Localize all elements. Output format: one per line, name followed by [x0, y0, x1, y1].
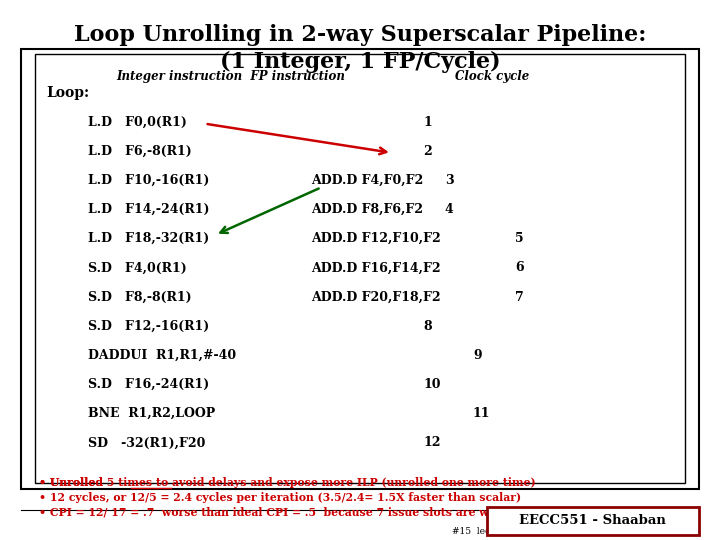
FancyBboxPatch shape	[22, 49, 698, 489]
Text: ADD.D F8,F6,F2: ADD.D F8,F6,F2	[310, 203, 423, 216]
Text: • CPI = 12/ 17 = .7  worse than ideal CPI = .5  because 7 issue slots are wasted: • CPI = 12/ 17 = .7 worse than ideal CPI…	[39, 507, 521, 517]
Text: 8: 8	[423, 320, 432, 333]
FancyBboxPatch shape	[487, 507, 698, 535]
Text: ADD.D F12,F10,F2: ADD.D F12,F10,F2	[310, 232, 441, 245]
Text: EECC551 - Shaaban: EECC551 - Shaaban	[519, 514, 666, 527]
Text: • 12 cycles, or 12/5 = 2.4 cycles per iteration (3.5/2.4= 1.5X faster than scala: • 12 cycles, or 12/5 = 2.4 cycles per it…	[39, 492, 521, 503]
Text: ADD.D F4,F0,F2: ADD.D F4,F0,F2	[310, 174, 423, 187]
Text: S.D   F8,-8(R1): S.D F8,-8(R1)	[89, 291, 192, 303]
Text: 6: 6	[516, 261, 524, 274]
Text: 12: 12	[423, 436, 441, 449]
Text: 10: 10	[423, 378, 441, 391]
Text: 11: 11	[473, 407, 490, 420]
Text: S.D   F4,0(R1): S.D F4,0(R1)	[89, 261, 187, 274]
Text: BNE  R1,R2,LOOP: BNE R1,R2,LOOP	[89, 407, 215, 420]
Text: L.D   F14,-24(R1): L.D F14,-24(R1)	[89, 203, 210, 216]
Text: ADD.D F16,F14,F2: ADD.D F16,F14,F2	[310, 261, 440, 274]
Text: 4: 4	[445, 203, 454, 216]
Text: Integer instruction  FP instruction: Integer instruction FP instruction	[117, 70, 346, 83]
Text: 9: 9	[473, 349, 482, 362]
Text: DADDUI  R1,R1,#-40: DADDUI R1,R1,#-40	[89, 349, 236, 362]
Text: S.D   F16,-24(R1): S.D F16,-24(R1)	[89, 378, 210, 391]
Text: Loop Unrolling in 2-way Superscalar Pipeline:: Loop Unrolling in 2-way Superscalar Pipe…	[74, 24, 646, 46]
Text: L.D   F6,-8(R1): L.D F6,-8(R1)	[89, 145, 192, 158]
Text: 7: 7	[516, 291, 524, 303]
Text: L.D   F18,-32(R1): L.D F18,-32(R1)	[89, 232, 210, 245]
Text: SD   -32(R1),F20: SD -32(R1),F20	[89, 436, 206, 449]
Text: L.D   F0,0(R1): L.D F0,0(R1)	[89, 116, 187, 129]
Text: 5: 5	[516, 232, 524, 245]
Text: ADD.D F20,F18,F2: ADD.D F20,F18,F2	[310, 291, 440, 303]
Text: • Unrolled: • Unrolled	[39, 477, 107, 488]
Text: 3: 3	[445, 174, 454, 187]
Text: S.D   F12,-16(R1): S.D F12,-16(R1)	[89, 320, 210, 333]
Text: (1 Integer, 1 FP/Cycle): (1 Integer, 1 FP/Cycle)	[220, 51, 500, 73]
Text: 2: 2	[423, 145, 432, 158]
Text: 1: 1	[423, 116, 432, 129]
Text: L.D   F10,-16(R1): L.D F10,-16(R1)	[89, 174, 210, 187]
Text: • Unrolled 5 times to avoid delays and expose more ILP (unrolled one more time): • Unrolled 5 times to avoid delays and e…	[39, 477, 536, 488]
Text: Loop:: Loop:	[46, 86, 89, 100]
Text: #15  lec #6  Spring 2004  3-29-2004: #15 lec #6 Spring 2004 3-29-2004	[452, 526, 621, 536]
FancyBboxPatch shape	[35, 54, 685, 483]
Text: Clock cycle: Clock cycle	[455, 70, 529, 83]
